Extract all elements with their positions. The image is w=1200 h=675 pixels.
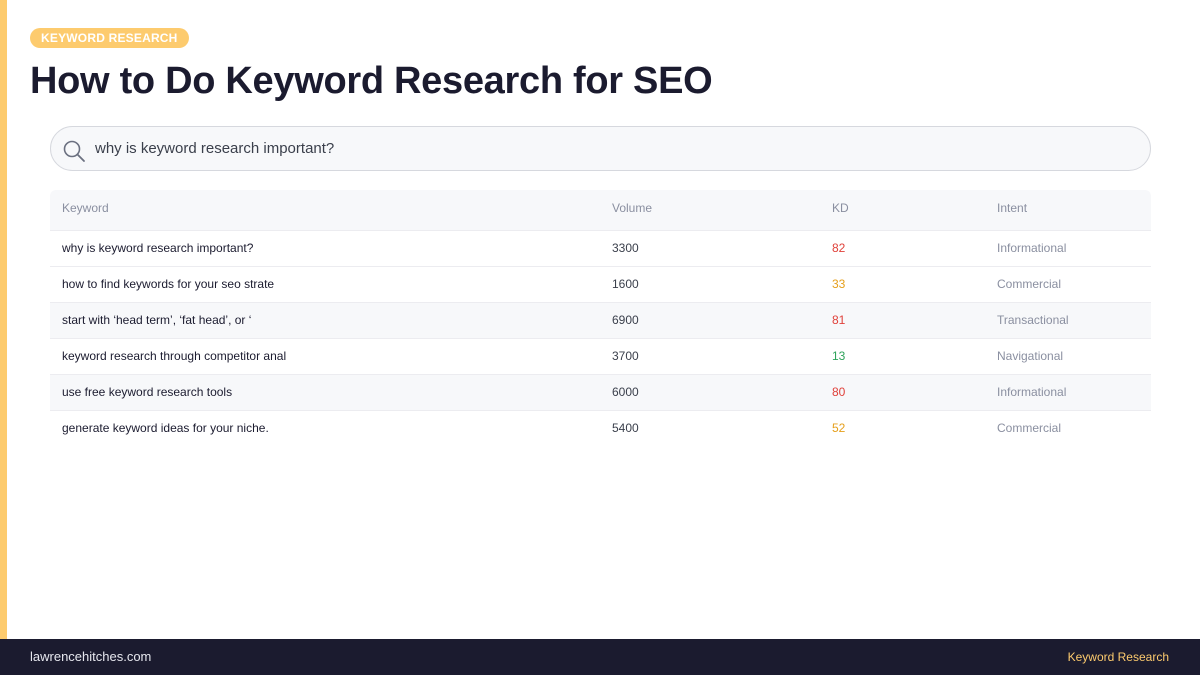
kd-cell: 80: [832, 385, 846, 399]
accent-bar: [0, 0, 7, 639]
intent-cell: Commercial: [997, 277, 1062, 291]
header-intent[interactable]: Intent: [997, 201, 1028, 215]
volume-cell: 1600: [612, 277, 639, 291]
footer-site[interactable]: lawrencehitches.com: [30, 649, 152, 664]
intent-cell: Navigational: [997, 349, 1064, 363]
header-kd[interactable]: KD: [832, 201, 849, 215]
keyword-cell: how to find keywords for your seo strate: [62, 277, 275, 291]
page-title: How to Do Keyword Research for SEO: [30, 60, 713, 102]
table-row[interactable]: keyword research through competitor anal…: [50, 338, 1151, 374]
table-row[interactable]: how to find keywords for your seo strate…: [50, 266, 1151, 302]
keyword-table: Keyword Volume KD Intent why is keyword …: [50, 190, 1151, 446]
table-header: Keyword Volume KD Intent: [50, 190, 1151, 230]
volume-cell: 3700: [612, 349, 639, 363]
search-input[interactable]: why is keyword research important?: [50, 126, 1151, 171]
keyword-cell: keyword research through competitor anal: [62, 349, 287, 363]
table-row[interactable]: why is keyword research important? 3300 …: [50, 230, 1151, 266]
table-row[interactable]: use free keyword research tools 6000 80 …: [50, 374, 1151, 410]
footer: lawrencehitches.com Keyword Research: [0, 639, 1200, 675]
intent-cell: Transactional: [997, 313, 1069, 327]
intent-cell: Informational: [997, 241, 1067, 255]
keyword-cell: start with ‘head term’, ‘fat head’, or ‘: [62, 313, 252, 327]
search-query[interactable]: why is keyword research important?: [95, 140, 335, 157]
kd-cell: 81: [832, 313, 846, 327]
header-volume[interactable]: Volume: [612, 201, 653, 215]
intent-cell: Informational: [997, 385, 1067, 399]
volume-cell: 6900: [612, 313, 639, 327]
kd-cell: 52: [832, 421, 846, 435]
search-icon: [62, 139, 86, 163]
footer-section: Keyword Research: [1067, 650, 1169, 664]
table-row[interactable]: start with ‘head term’, ‘fat head’, or ‘…: [50, 302, 1151, 338]
volume-cell: 3300: [612, 241, 639, 255]
intent-cell: Commercial: [997, 421, 1062, 435]
header-keyword[interactable]: Keyword: [62, 201, 109, 215]
keyword-cell: generate keyword ideas for your niche.: [62, 421, 269, 435]
table-row[interactable]: generate keyword ideas for your niche. 5…: [50, 410, 1151, 446]
kd-cell: 13: [832, 349, 846, 363]
volume-cell: 6000: [612, 385, 639, 399]
section-tag: KEYWORD RESEARCH: [30, 28, 189, 48]
kd-cell: 82: [832, 241, 846, 255]
keyword-cell: why is keyword research important?: [62, 241, 254, 255]
volume-cell: 5400: [612, 421, 639, 435]
kd-cell: 33: [832, 277, 846, 291]
keyword-cell: use free keyword research tools: [62, 385, 233, 399]
